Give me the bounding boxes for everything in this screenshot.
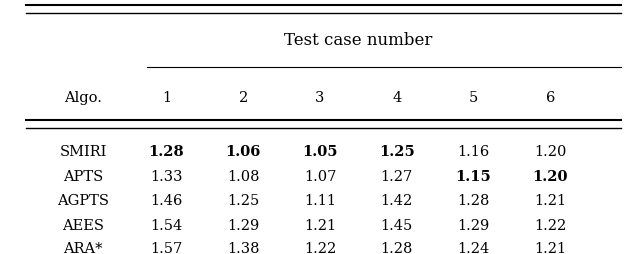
Text: 1.27: 1.27 xyxy=(381,170,413,183)
Text: 1.20: 1.20 xyxy=(532,170,568,183)
Text: 2: 2 xyxy=(239,91,248,105)
Text: Algo.: Algo. xyxy=(64,91,102,105)
Text: 1.21: 1.21 xyxy=(534,194,566,208)
Text: 1.22: 1.22 xyxy=(534,218,566,232)
Text: 1.25: 1.25 xyxy=(379,144,415,158)
Text: 1.24: 1.24 xyxy=(458,241,490,254)
Text: 1.28: 1.28 xyxy=(458,194,490,208)
Text: 1.38: 1.38 xyxy=(227,241,259,254)
Text: 1.11: 1.11 xyxy=(304,194,336,208)
Text: AEES: AEES xyxy=(62,218,104,232)
Text: 1.46: 1.46 xyxy=(150,194,182,208)
Text: 1.21: 1.21 xyxy=(534,241,566,254)
Text: 5: 5 xyxy=(469,91,478,105)
Text: 1.29: 1.29 xyxy=(458,218,490,232)
Text: 1.33: 1.33 xyxy=(150,170,182,183)
Text: 1.25: 1.25 xyxy=(227,194,259,208)
Text: 1.16: 1.16 xyxy=(458,144,490,158)
Text: 1.15: 1.15 xyxy=(456,170,492,183)
Text: 1.07: 1.07 xyxy=(304,170,336,183)
Text: 1: 1 xyxy=(162,91,171,105)
Text: 1.20: 1.20 xyxy=(534,144,566,158)
Text: 1.06: 1.06 xyxy=(225,144,261,158)
Text: 1.05: 1.05 xyxy=(302,144,338,158)
Text: 1.29: 1.29 xyxy=(227,218,259,232)
Text: APTS: APTS xyxy=(63,170,103,183)
Text: 1.57: 1.57 xyxy=(150,241,182,254)
Text: 1.42: 1.42 xyxy=(381,194,413,208)
Text: 6: 6 xyxy=(546,91,555,105)
Text: ARA*: ARA* xyxy=(63,241,103,254)
Text: 1.08: 1.08 xyxy=(227,170,259,183)
Text: 1.22: 1.22 xyxy=(304,241,336,254)
Text: 1.21: 1.21 xyxy=(304,218,336,232)
Text: 4: 4 xyxy=(392,91,401,105)
Text: 1.28: 1.28 xyxy=(381,241,413,254)
Text: 1.45: 1.45 xyxy=(381,218,413,232)
Text: AGPTS: AGPTS xyxy=(57,194,109,208)
Text: 1.54: 1.54 xyxy=(150,218,182,232)
Text: 1.28: 1.28 xyxy=(148,144,184,158)
Text: Test case number: Test case number xyxy=(284,32,433,49)
Text: 3: 3 xyxy=(316,91,324,105)
Text: SMIRI: SMIRI xyxy=(60,144,107,158)
